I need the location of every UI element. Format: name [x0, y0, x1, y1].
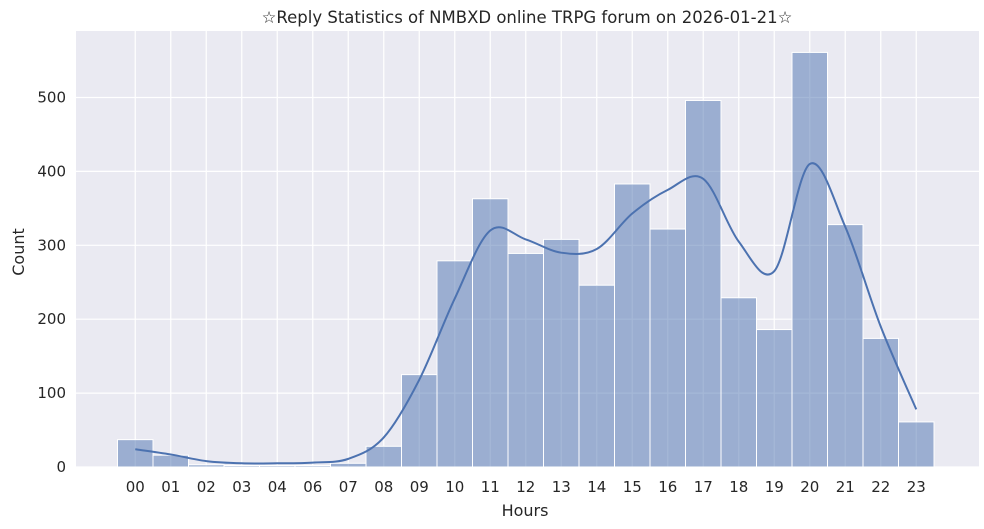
- bar-22: [862, 337, 899, 468]
- x-tick-label: 10: [445, 478, 464, 496]
- x-tick-label: 21: [836, 478, 855, 496]
- x-tick-label: 19: [765, 478, 784, 496]
- bar-23: [898, 421, 935, 468]
- y-tick-label: 200: [37, 310, 66, 328]
- y-axis-title: Count: [9, 228, 28, 276]
- bar-11: [472, 198, 509, 468]
- x-tick-label: 17: [694, 478, 713, 496]
- bar-series: [117, 51, 935, 468]
- x-tick-label: 18: [729, 478, 748, 496]
- x-tick-label: 14: [587, 478, 606, 496]
- x-tick-label: 15: [623, 478, 642, 496]
- x-tick-label: 20: [800, 478, 819, 496]
- x-tick-label: 13: [552, 478, 571, 496]
- bar-04: [259, 465, 296, 468]
- y-tick-label: 300: [37, 236, 66, 254]
- bar-16: [649, 228, 686, 468]
- x-tick-label: 04: [268, 478, 287, 496]
- x-tick-label: 09: [410, 478, 429, 496]
- bar-09: [401, 374, 438, 468]
- kde-curve: [135, 162, 918, 465]
- x-tick-label: 22: [871, 478, 890, 496]
- bar-18: [720, 297, 757, 468]
- x-tick-label: 12: [516, 478, 535, 496]
- y-tick-label: 500: [37, 89, 66, 107]
- x-axis-title: Hours: [502, 501, 549, 520]
- chart-title: ☆Reply Statistics of NMBXD online TRPG f…: [262, 8, 793, 27]
- x-tick-labels: 00 01 02 03 04 06 07 08 09 10 11 12 13 14 15 16 17 18 19 20…: [126, 478, 926, 496]
- bar-17: [685, 99, 722, 468]
- x-tick-label: 06: [303, 478, 322, 496]
- x-tick-label: 16: [658, 478, 677, 496]
- bar-13: [543, 238, 580, 468]
- bar-03: [223, 465, 260, 468]
- bar-15: [614, 183, 651, 468]
- y-tick-label: 100: [37, 384, 66, 402]
- bar-21: [827, 224, 864, 468]
- x-tick-label: 08: [374, 478, 393, 496]
- bar-02: [188, 464, 225, 468]
- bar-20: [791, 51, 828, 468]
- x-tick-label: 07: [339, 478, 358, 496]
- x-tick-label: 23: [907, 478, 926, 496]
- x-tick-label: 03: [232, 478, 251, 496]
- bar-00: [117, 439, 154, 468]
- x-tick-label: 01: [161, 478, 180, 496]
- bar-10: [436, 260, 473, 468]
- bar-12: [507, 252, 544, 468]
- bar-14: [578, 284, 615, 468]
- x-tick-label: 02: [197, 478, 216, 496]
- bar-06: [294, 465, 331, 468]
- y-tick-labels: 0 100 200 300 400 500: [37, 89, 66, 476]
- y-tick-label: 0: [56, 458, 66, 476]
- y-tick-label: 400: [37, 162, 66, 180]
- x-tick-label: 11: [481, 478, 500, 496]
- bar-19: [756, 329, 793, 468]
- bar-07: [330, 462, 367, 468]
- x-tick-label: 00: [126, 478, 145, 496]
